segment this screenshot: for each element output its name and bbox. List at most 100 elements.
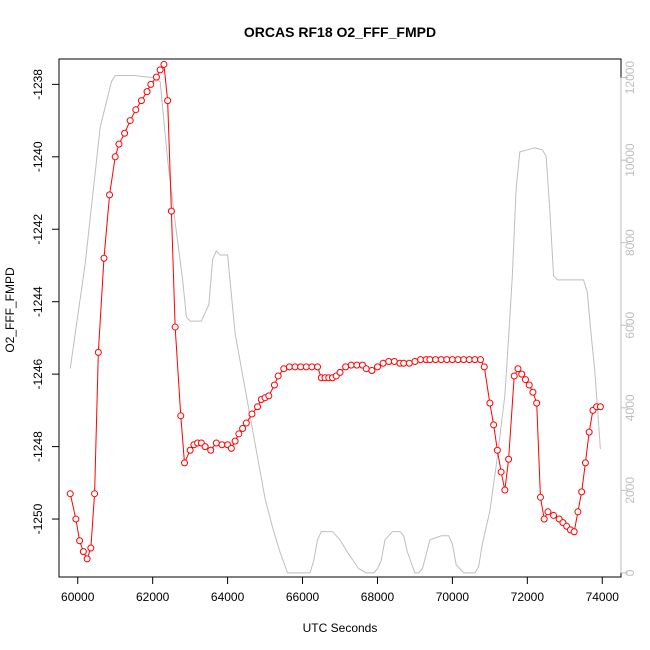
data-point [231, 437, 239, 445]
left-axis-series [66, 60, 604, 563]
data-point [347, 361, 355, 369]
data-point [443, 356, 451, 364]
x-axis: 60000 62000 64000 66000 68000 70000 72000 74000 [61, 576, 619, 604]
data-point [143, 88, 151, 96]
data-point [212, 439, 220, 447]
y-tick-label: -1238 [31, 69, 45, 100]
data-point [280, 365, 288, 373]
x-tick-label: 62000 [136, 590, 170, 604]
data-point [147, 80, 155, 88]
data-point [540, 515, 548, 523]
data-point [550, 511, 558, 519]
series-line-right-0 [69, 75, 601, 574]
data-point [505, 455, 513, 463]
data-point [91, 490, 99, 498]
data-point [480, 363, 488, 371]
x-tick-label: 68000 [361, 590, 395, 604]
data-point [115, 140, 123, 148]
data-point [411, 357, 419, 365]
data-point [536, 493, 544, 501]
x-tick-label: 70000 [436, 590, 470, 604]
data-point [544, 508, 552, 516]
data-point [302, 363, 310, 371]
data-point [83, 555, 91, 563]
y2-tick-label: 12000 [623, 61, 637, 95]
data-point [448, 356, 456, 364]
data-point [596, 403, 604, 411]
data-point [126, 117, 134, 125]
data-point [581, 459, 589, 467]
data-point [529, 388, 537, 396]
data-point [285, 363, 293, 371]
x-axis-label: UTC Seconds [303, 621, 378, 635]
y-tick-label: -1244 [31, 286, 45, 317]
x-tick-label: 64000 [211, 590, 245, 604]
y-tick-label: -1242 [31, 214, 45, 245]
data-point [291, 363, 299, 371]
data-point [533, 399, 541, 407]
data-point [156, 66, 164, 74]
data-point [518, 370, 526, 378]
data-point [76, 537, 84, 545]
data-point [164, 97, 172, 105]
data-point [66, 490, 74, 498]
data-point [426, 356, 434, 364]
data-point [254, 403, 262, 411]
data-point [353, 361, 361, 369]
data-point [437, 356, 445, 364]
data-point [137, 97, 145, 105]
data-point [235, 430, 243, 438]
y-axis-left: -1250 -1248 -1246 -1244 -1242 -1240 -1238 [31, 69, 60, 534]
data-point [578, 488, 586, 496]
data-point [274, 372, 282, 380]
data-point [248, 410, 256, 418]
data-point [297, 363, 305, 371]
data-point [432, 356, 440, 364]
data-point [121, 129, 129, 137]
data-point [218, 441, 226, 449]
y2-tick-label: 4000 [623, 394, 637, 421]
y-tick-label: -1250 [31, 503, 45, 534]
data-point [490, 421, 498, 429]
data-point [385, 357, 393, 365]
x-tick-label: 72000 [511, 590, 545, 604]
y2-tick-label: 10000 [623, 143, 637, 177]
plot-frame [58, 58, 622, 578]
data-point [207, 446, 215, 454]
y-axis-right: 0 2000 4000 6000 8000 10000 12000 [620, 61, 637, 576]
data-point [390, 357, 398, 365]
data-point [308, 363, 316, 371]
data-point [362, 365, 370, 373]
data-point [417, 356, 425, 364]
data-point [100, 254, 108, 262]
data-point [242, 419, 250, 427]
data-point [460, 356, 468, 364]
data-point [501, 486, 509, 494]
data-point [497, 468, 505, 476]
data-point [477, 356, 484, 364]
x-tick-label: 60000 [61, 590, 95, 604]
data-point [265, 392, 273, 400]
data-point [405, 359, 413, 367]
data-point [152, 73, 160, 81]
data-point [342, 363, 350, 371]
data-point [270, 381, 278, 389]
data-point [465, 356, 473, 364]
data-point [514, 365, 522, 373]
y-tick-label: -1248 [31, 431, 45, 462]
y2-tick-label: 8000 [623, 229, 637, 256]
data-point [471, 356, 479, 364]
data-point [79, 548, 87, 556]
data-point [177, 412, 185, 420]
data-point [160, 60, 168, 68]
data-point [525, 381, 533, 389]
data-point [72, 515, 80, 523]
data-point [167, 207, 175, 215]
data-point [106, 191, 114, 199]
data-point [585, 428, 593, 436]
data-point [368, 367, 376, 375]
data-point [570, 528, 578, 536]
data-point [186, 446, 194, 454]
data-point [373, 363, 381, 371]
